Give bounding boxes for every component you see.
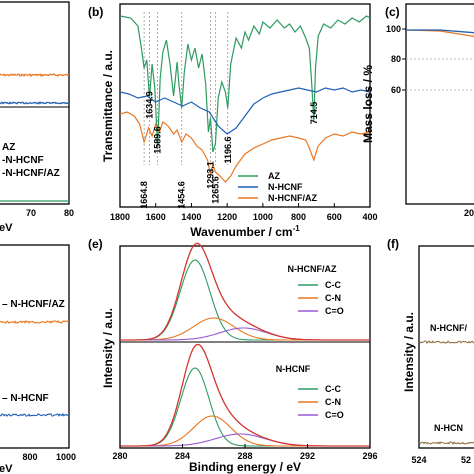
panel-e-xlabel: Binding energy / eV [189, 460, 301, 474]
panel-e-xtick-label: 284 [175, 451, 190, 461]
panel-b-xticks: 1800 1600 1400 1200 1000 800 600 400 [110, 203, 378, 222]
panel-b-ylabel: Transmittance / a.u. [101, 50, 115, 162]
panel-d-nhcnfaz-trace [0, 320, 70, 324]
panel-e-ylabel: Intensity / a.u. [101, 308, 115, 388]
panel-b: (b) 1800 1600 1400 1200 1000 800 600 400 1634.9… [88, 3, 378, 239]
panel-b-series-nhcnfaz [119, 111, 371, 183]
panel-b-peak-annotation: 714.5 [309, 102, 319, 125]
panel-e-fit-envelope [120, 242, 370, 341]
panel-f-ylabel: Intensity / a.u. [402, 312, 416, 392]
panel-e-raw-trace [120, 343, 370, 447]
panel-b-series-az [119, 15, 371, 153]
panel-d-label-nhcnf: – N-HCNF [2, 393, 49, 404]
panel-b-peak-annotation: 1634.9 [144, 91, 154, 119]
panel-e-xtick-label: 280 [112, 451, 127, 461]
panel-b-legend-nhcnfaz: N-HCNF/AZ [268, 193, 317, 203]
panel-c-ytick-60: 60 [391, 85, 401, 95]
panel-e-fit-envelope [120, 343, 370, 447]
panel-b-peak-annotation: 1265.6 [210, 176, 220, 204]
panel-a-legend-nhcnfaz: -N-HCNF/AZ [2, 168, 60, 179]
panel-a-tick-80: 80 [64, 208, 74, 218]
panel-a-xlabel-fragment: eV [0, 222, 13, 234]
panel-b-peak-annotation: 1589.6 [153, 126, 163, 154]
panel-d-tick-1000: 1000 [56, 452, 76, 462]
panel-c-xtick-fragment: 20 [464, 208, 474, 218]
panel-b-series-nhcnf [119, 87, 371, 135]
panel-f-bottom-trace [418, 441, 474, 445]
panel-e-xticks: 280 284 288 292 296 [112, 444, 378, 461]
panel-b-peak-annotation: 1196.6 [223, 136, 233, 163]
panel-b-label: (b) [88, 5, 103, 19]
panel-b-peak-annotation: 1664.8 [139, 181, 149, 209]
panel-d-xlabel-fragment: eV [0, 463, 13, 474]
panel-d-frame [0, 244, 70, 449]
panel-b-peak-annotation: 1293.1 [206, 161, 216, 189]
panel-b-xtick-label: 800 [291, 212, 306, 222]
panel-e-top-legend-cc: C-C [325, 280, 341, 290]
panel-f-tick-52: 52 [461, 455, 471, 465]
panel-a-nhcnf-trace [0, 101, 70, 105]
panel-f-tick-524: 524 [411, 455, 426, 465]
panel-e-bottom-title: N-HCNF [276, 364, 311, 374]
panel-a: AZ -N-HCNF -N-HCNF/AZ 70 80 eV [0, 1, 74, 234]
panel-e-xtick-label: 296 [362, 451, 377, 461]
panel-b-xtick-label: 1000 [253, 212, 273, 222]
panel-a-legend-az: AZ [2, 142, 15, 153]
panel-d: – N-HCNF/AZ – N-HCNF 800 1000 eV [0, 244, 76, 474]
panel-b-xtick-label: 400 [362, 212, 377, 222]
panel-e-top-title: N-HCNF/AZ [288, 264, 337, 274]
panel-d-tick-800: 800 [22, 452, 37, 462]
panel-c-ytick-80: 80 [391, 54, 401, 64]
panel-b-xtick-label: 1600 [146, 212, 166, 222]
panel-e: (e) 280 284 288 292 296 N-HCNF/AZ C-C C-N C=… [88, 237, 378, 474]
panel-a-legend-nhcnf: -N-HCNF [2, 155, 44, 166]
panel-b-legend-nhcnf: N-HCNF [268, 182, 303, 192]
panel-b-xlabel: Wavenumber / cm-1 [190, 224, 300, 239]
panel-b-xtick-label: 1400 [181, 212, 201, 222]
panel-b-xtick-label: 600 [327, 212, 342, 222]
panel-e-xtick-label: 288 [237, 451, 252, 461]
panel-f-label: (f) [387, 237, 399, 251]
panel-e-top-legend-cn: C-N [325, 293, 341, 303]
panel-d-nhcnf-trace [0, 412, 70, 417]
panel-c-trace-nhcnfaz [405, 29, 474, 38]
panel-a-tick-70: 70 [26, 208, 36, 218]
panel-e-peak-co [120, 327, 370, 341]
panel-e-bottom-peaks [120, 343, 370, 447]
panel-e-top-legend-co: C=O [325, 306, 344, 316]
panel-b-frame [119, 3, 371, 208]
panel-c-frame [405, 3, 474, 205]
panel-c-label: (c) [385, 5, 400, 19]
panel-b-annotations: 1634.9 1589.6 1196.6 714.5 1664.8 1454.6 1293.… [139, 91, 319, 209]
panel-e-raw-trace [120, 242, 370, 341]
panel-c-trace-nhcnf [406, 29, 474, 34]
panel-d-label-nhcnfaz: – N-HCNF/AZ [2, 299, 65, 310]
panel-c: (c) 100 80 60 Mass loss / % 20 [361, 3, 474, 218]
panel-b-xtick-label: 1200 [217, 212, 237, 222]
panel-e-peak-cn [120, 415, 370, 447]
panel-b-legend-az: AZ [268, 171, 280, 181]
panel-e-bottom-legend-cn: C-N [325, 397, 341, 407]
panel-b-xtick-label: 1800 [110, 212, 130, 222]
panel-f-label-bottom: N-HCN [434, 423, 463, 433]
panel-e-label: (e) [88, 237, 103, 251]
panel-e-bottom-legend-cc: C-C [325, 384, 341, 394]
panel-b-marker-lines [143, 12, 229, 165]
panel-f-label-top: N-HCNF/ [430, 323, 467, 333]
panel-f-frame [418, 245, 474, 449]
panel-e-xtick-label: 292 [300, 451, 315, 461]
panel-b-peak-annotation: 1454.6 [177, 181, 187, 209]
panel-c-ylabel: Mass loss / % [361, 65, 375, 143]
panel-c-ytick-100: 100 [386, 24, 401, 34]
panel-e-bottom-legend-co: C=O [325, 410, 344, 420]
panel-e-top-peaks [120, 242, 370, 341]
panel-f-top-trace [418, 340, 474, 344]
panel-a-nhcnfaz-trace [0, 73, 70, 78]
panel-f: (f) N-HCNF/ N-HCN Intensity / a.u. 524 5… [387, 237, 474, 465]
panel-a-frame [0, 1, 70, 205]
